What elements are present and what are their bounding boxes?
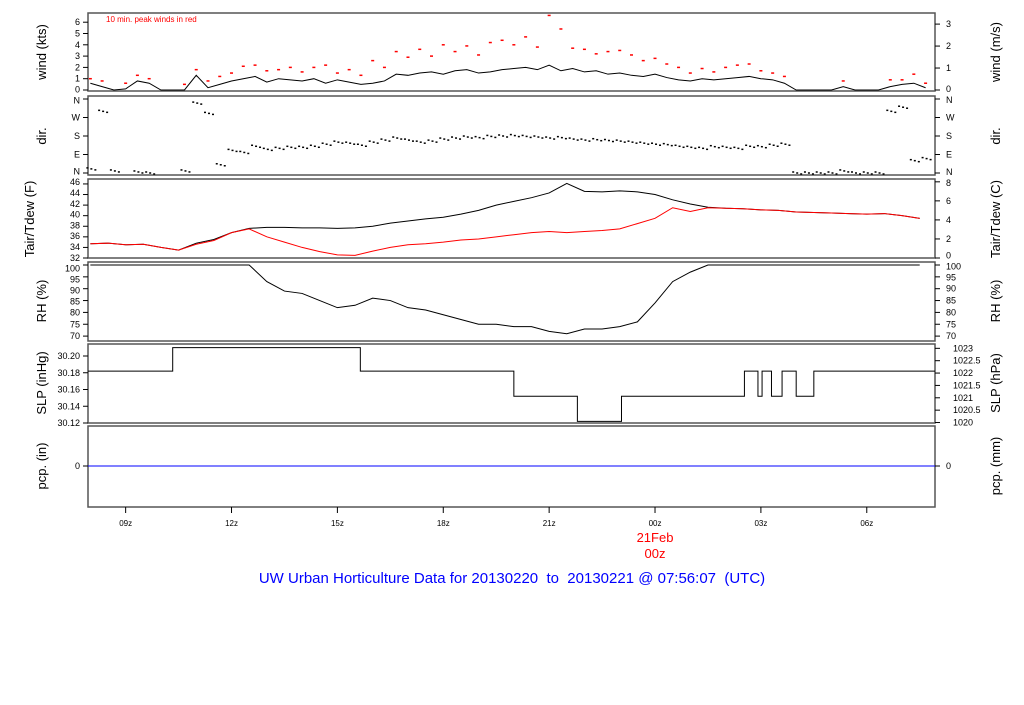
slp-tick-label-right: 1022.5 [953,356,981,366]
pcp-ylabel-right: pcp. (mm) [988,437,1003,496]
wind-ylabel-right: wind (m/s) [988,22,1003,83]
temp-tick-label-left: 40 [70,210,80,220]
temp-tick-label-left: 34 [70,242,80,252]
wind-tick-label-right: 1 [946,63,951,73]
dir-tick-label-left: W [72,113,81,123]
wind-annotation: 10 min. peak winds in red [106,15,197,24]
x-tick-label: 18z [437,519,450,528]
wind-tick-label-left: 5 [75,29,80,39]
x-tick-label: 12z [225,519,238,528]
wind-ylabel-left: wind (kts) [34,24,49,81]
dir-tick-label-right: E [946,150,952,160]
slp-tick-label-right: 1020 [953,418,973,428]
x-tick-label: 00z [649,519,662,528]
x-tick-label: 03z [754,519,767,528]
slp-ylabel-left: SLP (inHg) [34,351,49,414]
wind-tick-label-left: 2 [75,62,80,72]
temp-tick-label-left: 46 [70,177,80,187]
dir-tick-label-right: W [946,113,955,123]
slp-tick-label-right: 1020.5 [953,405,981,415]
slp-tick-label-right: 1022 [953,368,973,378]
dir-tick-label-left: E [74,150,80,160]
pcp-tick-label-left: 0 [75,461,80,471]
dir-tick-label-right: S [946,131,952,141]
temp-tick-label-left: 36 [70,231,80,241]
rh-tick-label-right: 100 [946,262,961,272]
wind-tick-label-right: 2 [946,41,951,51]
rh-tick-label-left: 75 [70,319,80,329]
slp-tick-label-left: 30.18 [57,368,80,378]
wind-tick-label-right: 3 [946,19,951,29]
rh-tick-label-left: 85 [70,296,80,306]
rh-tick-label-right: 70 [946,331,956,341]
temp-tick-label-right: 0 [946,251,951,261]
dir-tick-label-left: N [74,95,81,105]
temp-tick-label-left: 42 [70,199,80,209]
slp-tick-label-left: 30.20 [57,351,80,361]
slp-tick-label-right: 1021.5 [953,380,981,390]
slp-tick-label-left: 30.16 [57,385,80,395]
dir-tick-label-left: S [74,131,80,141]
temp-tick-label-left: 32 [70,253,80,263]
pcp-ylabel-left: pcp. (in) [34,443,49,490]
rh-ylabel-left: RH (%) [34,280,49,323]
x-tick-label: 09z [119,519,132,528]
chart-title: UW Urban Horticulture Data for 20130220 … [259,570,765,587]
rh-tick-label-left: 100 [65,264,80,274]
temp-tick-label-right: 2 [946,234,951,244]
dir-tick-label-right: N [946,167,953,177]
slp-tick-label-right: 1021 [953,393,973,403]
rh-line [90,264,920,335]
tdew-line [90,207,920,256]
wind-tick-label-left: 4 [75,40,80,50]
slp-ylabel-right: SLP (hPa) [988,353,1003,413]
temp-panel [87,178,936,259]
dir-tick-label-left: N [74,166,81,176]
dir-ylabel-left: dir. [34,127,49,144]
rh-tick-label-left: 95 [70,275,80,285]
date-marker-day: 21Feb [637,530,674,545]
wind-tick-label-left: 6 [75,17,80,27]
slp-panel [87,343,936,424]
dir-tick-label-right: N [946,95,953,105]
x-tick-label: 15z [331,519,344,528]
slp-tick-label-left: 30.14 [57,401,80,411]
x-tick-label: 06z [860,519,873,528]
rh-tick-label-right: 85 [946,296,956,306]
slp-tick-label-right: 1023 [953,343,973,353]
rh-ylabel-right: RH (%) [988,280,1003,323]
wind-tick-label-right: 0 [946,84,951,94]
temp-tick-label-right: 4 [946,215,951,225]
slp-tick-label-left: 30.12 [57,418,80,428]
temp-tick-label-right: 6 [946,196,951,206]
rh-tick-label-right: 90 [946,284,956,294]
date-marker-hour: 00z [645,546,666,561]
wind-tick-label-left: 1 [75,73,80,83]
wind-mean-line [90,64,926,91]
slp-line [88,347,935,422]
temp-ylabel-left: Tair/Tdew (F) [22,181,37,258]
dir-panel [87,95,936,176]
rh-tick-label-right: 95 [946,273,956,283]
temp-ylabel-right: Tair/Tdew (C) [988,180,1003,258]
wind-panel [87,12,936,92]
temp-tick-label-right: 8 [946,178,951,188]
wind-tick-label-left: 0 [75,84,80,94]
x-tick-label: 21z [543,519,556,528]
rh-tick-label-right: 75 [946,319,956,329]
dir-ylabel-right: dir. [988,127,1003,144]
rh-tick-label-left: 70 [70,331,80,341]
wind-tick-label-left: 3 [75,51,80,61]
temp-tick-label-left: 44 [70,188,80,198]
rh-tick-label-left: 90 [70,286,80,296]
rh-tick-label-right: 80 [946,307,956,317]
temp-tick-label-left: 38 [70,220,80,230]
pcp-tick-label-right: 0 [946,461,951,471]
rh-panel [87,261,936,342]
rh-tick-label-left: 80 [70,307,80,317]
